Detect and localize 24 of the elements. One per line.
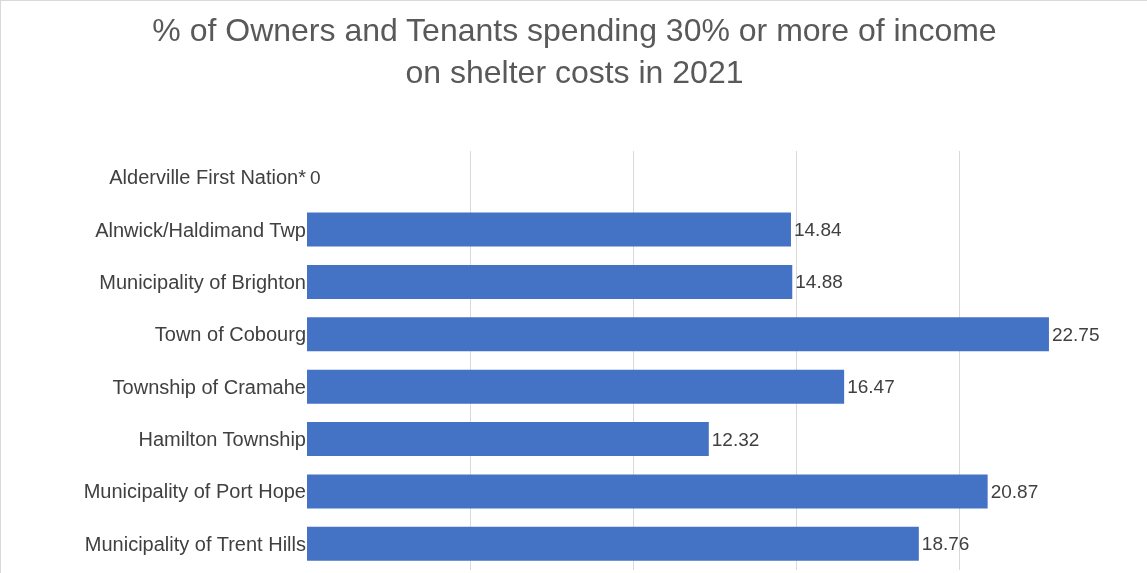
bar	[307, 474, 988, 509]
bar	[307, 212, 791, 247]
y-tick-label: Municipality of Trent Hills	[84, 532, 306, 555]
data-label: 12.32	[711, 428, 760, 450]
data-label: 18.76	[921, 533, 970, 555]
y-tick-label: Alnwick/Haldimand Twp	[95, 218, 306, 241]
chart-title: % of Owners and Tenants spending 30% or more of income on shelter costs in 2021	[152, 12, 997, 90]
y-tick-label: Town of Cobourg	[154, 323, 306, 346]
data-label: 22.75	[1051, 323, 1100, 345]
bar	[307, 264, 793, 299]
y-tick-label: Hamilton Township	[138, 428, 306, 451]
y-tick-label: Township of Cramahe	[112, 375, 306, 398]
data-label: 0	[310, 166, 321, 188]
bar	[307, 422, 709, 457]
data-label: 14.84	[793, 219, 842, 241]
data-label: 14.88	[795, 271, 843, 293]
y-tick-label: Municipality of Port Hope	[83, 480, 306, 503]
bar	[307, 369, 845, 404]
data-label: 20.87	[990, 480, 1039, 502]
y-tick-label: Alderville First Nation*	[109, 166, 307, 189]
bar	[307, 526, 919, 561]
bar	[307, 317, 1049, 352]
y-tick-label: Municipality of Brighton	[99, 270, 306, 293]
data-label: 16.47	[847, 376, 895, 398]
